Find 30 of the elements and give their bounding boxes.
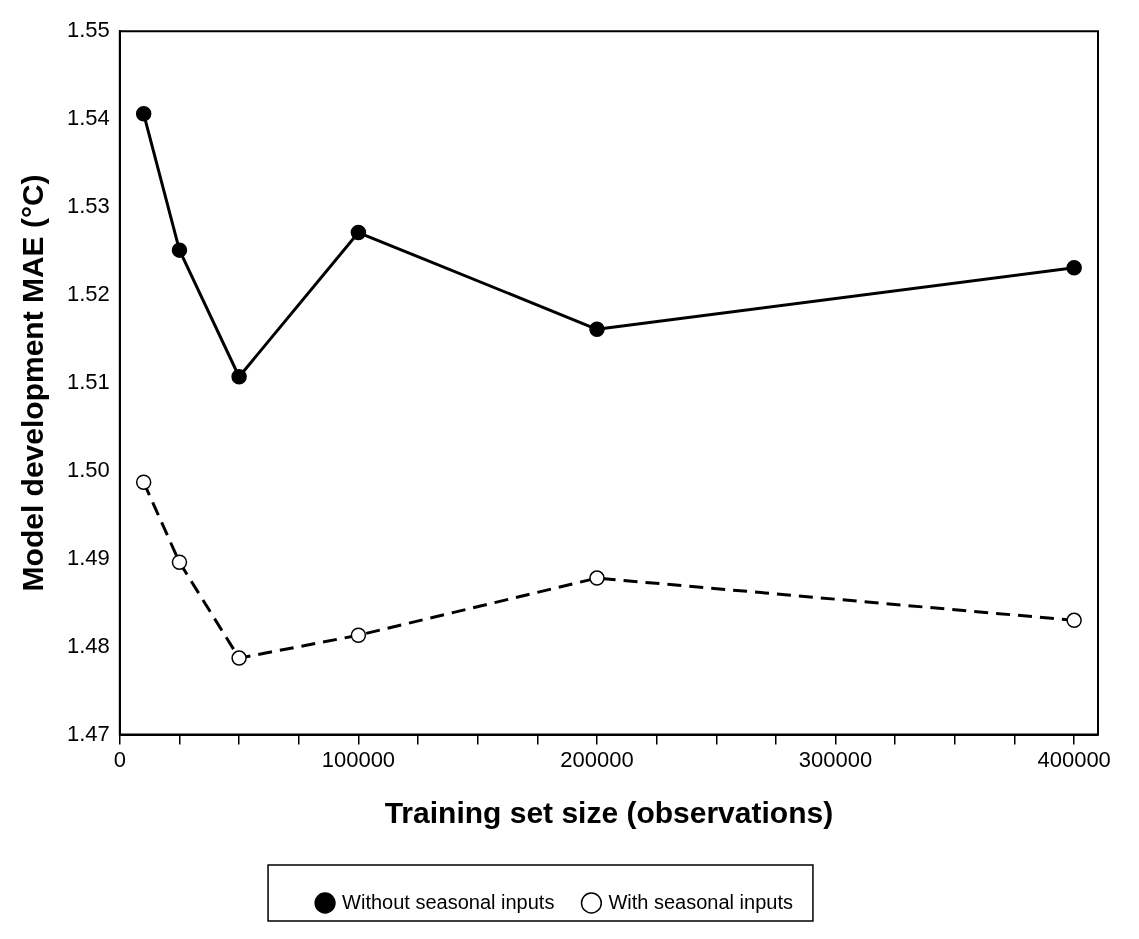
y-tick-label: 1.53: [66, 193, 110, 219]
x-tick-label: 200000: [560, 746, 634, 772]
x-tick-label: 300000: [798, 746, 873, 772]
x-axis-title: Training set size (observations): [384, 796, 834, 830]
y-tick-label: 1.50: [66, 456, 110, 482]
y-tick-label: 1.55: [66, 17, 110, 43]
legend-label: Without seasonal inputs: [342, 890, 555, 913]
point: [231, 369, 247, 385]
point: [589, 321, 605, 338]
point: [350, 627, 367, 643]
legend-label: With seasonal inputs: [608, 890, 793, 913]
x-tick-label: 100000: [321, 746, 396, 772]
y-tick-label: 1.52: [66, 281, 110, 307]
y-tick-label: 1.48: [66, 632, 110, 658]
point: [171, 554, 188, 571]
point: [231, 650, 247, 666]
point: [1066, 259, 1082, 276]
point: [1066, 612, 1082, 629]
x-tick-label: 0: [113, 746, 126, 772]
point: [171, 242, 188, 258]
point: [135, 474, 152, 491]
x-tick-label: 400000: [1037, 746, 1111, 772]
point: [589, 570, 605, 586]
y-tick-label: 1.51: [66, 368, 110, 394]
y-axis-title: Model development MAE (°C): [16, 174, 50, 592]
y-tick-label: 1.47: [66, 720, 110, 746]
y-tick-label: 1.49: [66, 544, 110, 570]
point: [135, 106, 152, 122]
y-tick-label: 1.54: [66, 105, 110, 131]
point: [350, 224, 367, 241]
